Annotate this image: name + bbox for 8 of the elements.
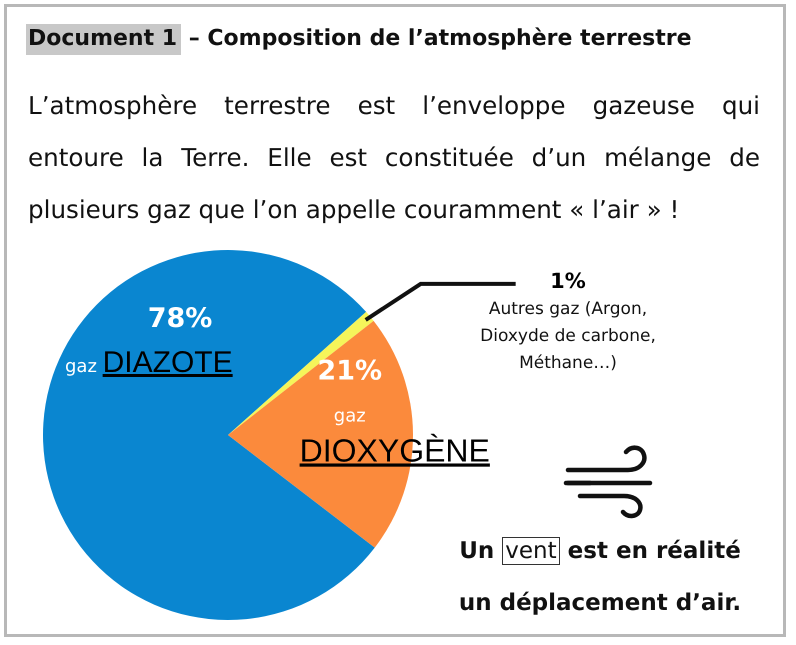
data-label: 1% xyxy=(550,269,586,293)
slice-label: Autres gaz (Argon, Dioxyde de carbone, Méthane…) xyxy=(480,299,656,373)
data-label: 78% xyxy=(148,303,212,334)
chart-title: Document 1 – Composition de l’atmosphère terrestre xyxy=(27,25,692,53)
slice-label: gaz DIAZOTE xyxy=(65,346,233,379)
data-label: 21% xyxy=(317,355,382,386)
text: Un vent est en réalité un déplacement d’air. xyxy=(458,538,742,616)
chart-subtitle: L’atmosphère terrestre est l’enveloppe gazeuse qui entoure la Terre. Elle est constituée d’un mélange de plusieurs gaz que l’on appelle couramment « l’air » ! xyxy=(28,90,760,226)
